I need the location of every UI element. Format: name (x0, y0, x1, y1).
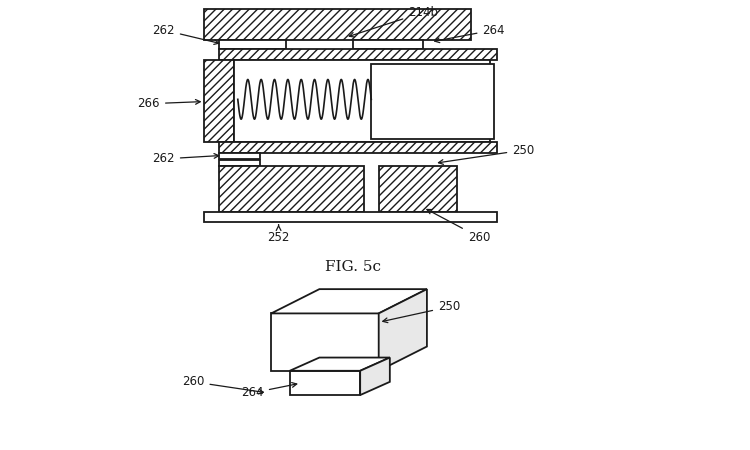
Bar (219, 40, 286, 50)
Text: 260: 260 (427, 209, 490, 243)
Text: 250: 250 (382, 300, 460, 323)
Bar (352, 40, 423, 50)
Text: 214b: 214b (350, 6, 438, 37)
Polygon shape (360, 358, 390, 395)
Bar (290, 371, 360, 395)
Bar (379, 166, 457, 212)
Text: 264: 264 (435, 23, 505, 43)
Bar (205, 60, 234, 142)
Bar (219, 166, 364, 212)
Bar (219, 50, 497, 60)
Text: FIG. 5c: FIG. 5c (325, 260, 381, 274)
Text: 262: 262 (152, 153, 219, 166)
Text: 252: 252 (268, 225, 290, 243)
Text: 250: 250 (439, 144, 535, 164)
Text: 260: 260 (182, 375, 263, 394)
Bar (272, 313, 379, 371)
Bar (205, 212, 497, 221)
Bar (219, 153, 260, 159)
Bar (219, 142, 497, 153)
Polygon shape (290, 358, 390, 371)
Text: 262: 262 (152, 23, 219, 45)
Text: 266: 266 (137, 97, 200, 110)
Polygon shape (272, 289, 427, 313)
Polygon shape (379, 289, 427, 371)
Bar (371, 64, 494, 139)
Bar (234, 60, 490, 142)
Bar (205, 9, 472, 40)
Bar (219, 160, 260, 166)
Text: 264: 264 (242, 382, 297, 399)
